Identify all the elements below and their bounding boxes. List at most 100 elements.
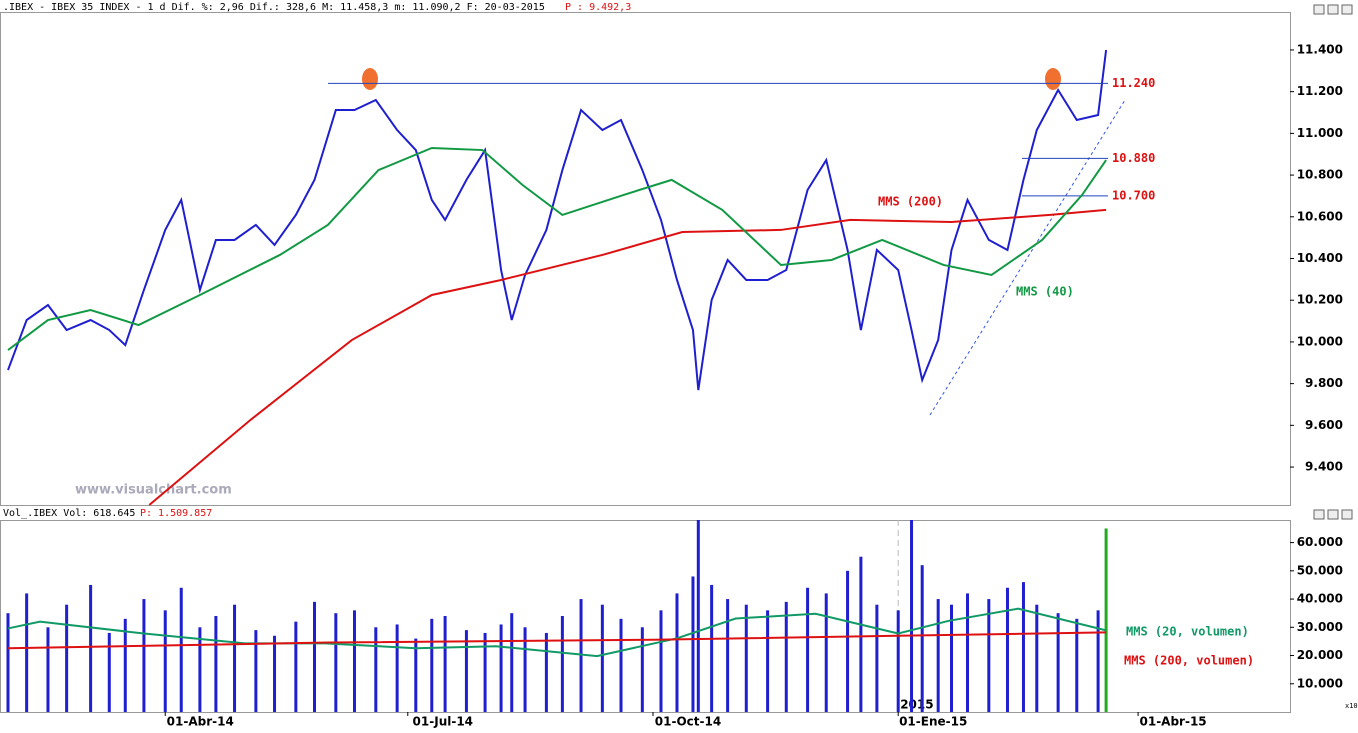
volume-bar [1075, 618, 1079, 712]
y-tick-label: 9.800 [1305, 376, 1343, 390]
volume-bar [806, 587, 810, 712]
header: .IBEX - IBEX 35 INDEX - 1 d Dif. %: 2,96… [3, 2, 545, 13]
moving-average [7, 607, 1107, 658]
volume-bar [214, 616, 218, 712]
y-tick-label: 11.400 [1297, 42, 1343, 56]
level-label: 11.240 [1112, 76, 1155, 90]
volume-bar [896, 610, 900, 712]
volume-bar [294, 621, 298, 712]
volume-bar [65, 604, 69, 712]
volume-bar [483, 632, 487, 712]
series-label: MMS (40) [1016, 285, 1074, 299]
volume-bar [464, 630, 468, 712]
volume-bar [600, 604, 604, 712]
volume-bar [254, 630, 258, 712]
button[interactable] [1341, 4, 1353, 15]
volume-bar [640, 627, 644, 712]
trend-line [929, 99, 1126, 416]
year-label: 2015 [900, 698, 933, 712]
volume-bar [950, 604, 954, 712]
watermark: www.visualchart.com [75, 483, 232, 498]
header-price: P: 1.509.857 [140, 508, 212, 519]
volume-bar [1035, 604, 1039, 712]
button[interactable] [1313, 4, 1325, 15]
series-label: MMS (20, volumen) [1126, 625, 1249, 639]
y-tick-label: 11.200 [1297, 84, 1343, 98]
volume-bar [430, 618, 434, 712]
volume-bar [784, 601, 788, 712]
y-tick-label: 10.000 [1297, 676, 1343, 690]
volume-bar [6, 613, 10, 712]
y-tick-label: 10.400 [1297, 251, 1343, 265]
volume-bar [352, 610, 356, 712]
volume-bar [395, 624, 399, 712]
x-tick-label: 01-Oct-14 [655, 715, 721, 729]
level-label: 10.700 [1112, 188, 1155, 202]
volume-bar [273, 635, 277, 712]
marker [362, 68, 378, 90]
volume-bar [46, 627, 50, 712]
y-tick-label: 50.000 [1297, 563, 1343, 577]
volume-bar [910, 520, 914, 712]
volume-bar [1056, 613, 1060, 712]
volume-bar [499, 624, 503, 712]
y-tick-label: 20.000 [1297, 648, 1343, 662]
volume-bar [1104, 528, 1108, 712]
y-tick-label: 10.000 [1297, 334, 1343, 348]
volume-bar [726, 599, 730, 712]
volume-bar [198, 627, 202, 712]
volume-bar [987, 599, 991, 712]
series-label: MMS (200) [878, 195, 943, 209]
header: Vol_.IBEX Vol: 618.645 [3, 508, 135, 519]
volume-bar [846, 570, 850, 712]
volume-bar [142, 599, 146, 712]
volume-bar [523, 627, 527, 712]
volume-bar [313, 601, 317, 712]
marker [1045, 68, 1061, 90]
volume-bar [744, 604, 748, 712]
y-tick-label: 40.000 [1297, 592, 1343, 606]
volume-bar [123, 618, 127, 712]
volume-bar [710, 584, 714, 712]
y-tick-label: 11.000 [1297, 126, 1343, 140]
volume-bar [89, 584, 93, 712]
volume-bar [936, 599, 940, 712]
volume-bar [414, 638, 418, 712]
moving-average [7, 631, 1107, 650]
volume-bar [691, 576, 695, 712]
button[interactable] [1313, 509, 1325, 520]
volume-panel [0, 520, 1291, 713]
volume-bar [659, 610, 663, 712]
volume-bar [696, 520, 700, 712]
y-tick-label: 10.200 [1297, 293, 1343, 307]
button[interactable] [1327, 4, 1339, 15]
volume-bar [163, 610, 167, 712]
volume-bar [1005, 587, 1009, 712]
button[interactable] [1341, 509, 1353, 520]
price-line [7, 49, 1108, 391]
volume-bar [920, 565, 924, 712]
panel-buttons[interactable] [1313, 4, 1353, 520]
x-tick-label: 01-Ene-15 [899, 715, 967, 729]
y-tick-label: 30.000 [1297, 620, 1343, 634]
y-tick-label: 60.000 [1297, 535, 1343, 549]
x-tick-label: 01-Abr-15 [1140, 715, 1207, 729]
level-label: 10.880 [1112, 151, 1155, 165]
volume-bar [766, 610, 770, 712]
volume-bar [1096, 610, 1100, 712]
y-tick-label: 10.600 [1297, 209, 1343, 223]
volume-bar [824, 593, 828, 712]
volume-bar [859, 556, 863, 712]
button[interactable] [1327, 509, 1339, 520]
unit-label: x10 [1345, 702, 1358, 710]
volume-bar [560, 616, 564, 712]
header-price: P : 9.492,3 [565, 2, 631, 13]
volume-bar [334, 613, 338, 712]
volume-bar [179, 587, 183, 712]
volume-bar [675, 593, 679, 712]
series-label: MMS (200, volumen) [1124, 654, 1254, 668]
y-tick-label: 10.800 [1297, 168, 1343, 182]
y-tick-label: 9.400 [1305, 460, 1343, 474]
